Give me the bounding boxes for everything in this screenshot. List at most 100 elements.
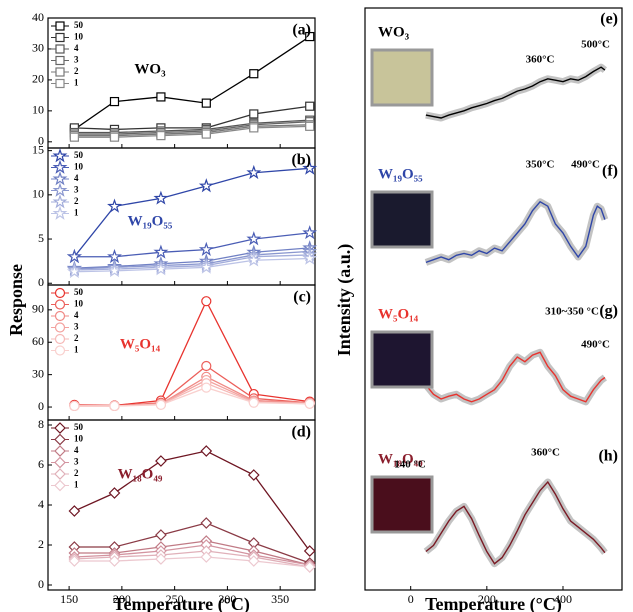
marker [305,101,315,111]
noise-band [424,198,609,266]
legend-marker [54,479,66,492]
legend-label: 2 [74,333,79,343]
panel-label: (h) [598,448,618,465]
series-line [74,450,311,552]
legend-label: 4 [74,445,79,455]
sample-photo [370,330,434,389]
marker [305,121,315,131]
marker [156,92,166,102]
marker [249,123,259,133]
legend-marker [55,78,65,89]
y-tick-label: 0 [38,399,44,413]
x-tick-label: 300 [218,592,236,606]
y-tick-label: 8 [38,417,44,431]
spectrum-line [425,66,606,119]
marker [201,382,212,393]
series-line [74,125,310,138]
marker [69,132,79,142]
marker [303,545,316,557]
marker [249,109,259,119]
y-tick-label: 90 [32,302,44,316]
spectrum-line [425,480,606,565]
peak-annotation: 490°C [581,339,610,351]
legend-marker [54,445,66,457]
legend-marker [54,456,66,469]
panel-label: (a) [292,22,311,39]
legend-label: 10 [74,434,84,444]
marker [109,400,120,412]
peak-annotation: 310~350 °C [545,306,599,318]
sample-photo [370,48,434,107]
marker [302,225,318,240]
marker [201,129,211,139]
series-line [74,376,310,407]
marker [69,400,80,412]
marker [302,160,318,175]
y-tick-label: 40 [32,10,44,24]
marker [198,178,214,193]
marker [66,263,82,279]
series-line [74,232,310,258]
legend-marker [55,32,65,43]
marker [198,241,214,256]
marker [155,529,167,541]
spectrum-line [425,351,606,403]
marker [246,252,262,267]
x-axis-title: Temperature (°C) [113,594,250,612]
legend-marker [54,433,66,446]
legend-marker [54,333,66,345]
series-line [74,119,310,134]
spectrum-line [425,200,606,264]
x-tick-label: 400 [554,592,572,606]
material-label: WO₃ [378,24,410,40]
marker [68,555,81,567]
y-tick-label: 60 [32,334,44,348]
marker [200,551,213,563]
material-label: WO₃ [134,61,166,77]
x-tick-label: 250 [166,592,184,606]
marker [108,555,121,567]
marker [246,231,262,246]
sample-photo [370,190,434,249]
y-tick-label: 0 [38,275,44,289]
legend-marker [55,44,65,54]
series-line [74,121,310,135]
y-tick-label: 20 [32,72,44,86]
marker [249,69,259,79]
y-tick-label: 10 [32,187,44,201]
series-line [74,544,310,566]
legend-label: 3 [74,457,79,467]
material-label: W₅O₁₄ [378,306,419,322]
legend-label: 50 [74,150,84,160]
marker [304,398,315,409]
marker [153,190,169,205]
marker [66,248,82,264]
series-line [74,540,310,566]
marker [246,164,262,180]
material-label: W₁₈O₄₉ [118,466,163,482]
peak-annotation: 350°C [526,159,555,171]
marker [201,296,212,307]
x-tick-label: 0 [408,592,414,606]
series-line [74,105,310,131]
marker [108,487,121,499]
peak-annotation: 490°C [571,159,600,171]
peak-annotation: 500°C [581,39,610,51]
marker [109,132,120,142]
marker [201,360,212,372]
x-tick-label: 200 [113,592,131,606]
marker [109,96,120,107]
legend-marker [52,194,68,209]
marker [153,244,169,259]
panel-label: (d) [291,424,311,441]
legend-marker [54,322,66,333]
legend-label: 2 [74,196,79,206]
y-tick-label: 0 [38,134,44,148]
series-line [74,254,310,271]
marker [68,505,81,517]
legend-label: 1 [74,480,79,490]
marker [303,561,316,573]
marker [200,517,213,529]
series-line [74,250,310,270]
